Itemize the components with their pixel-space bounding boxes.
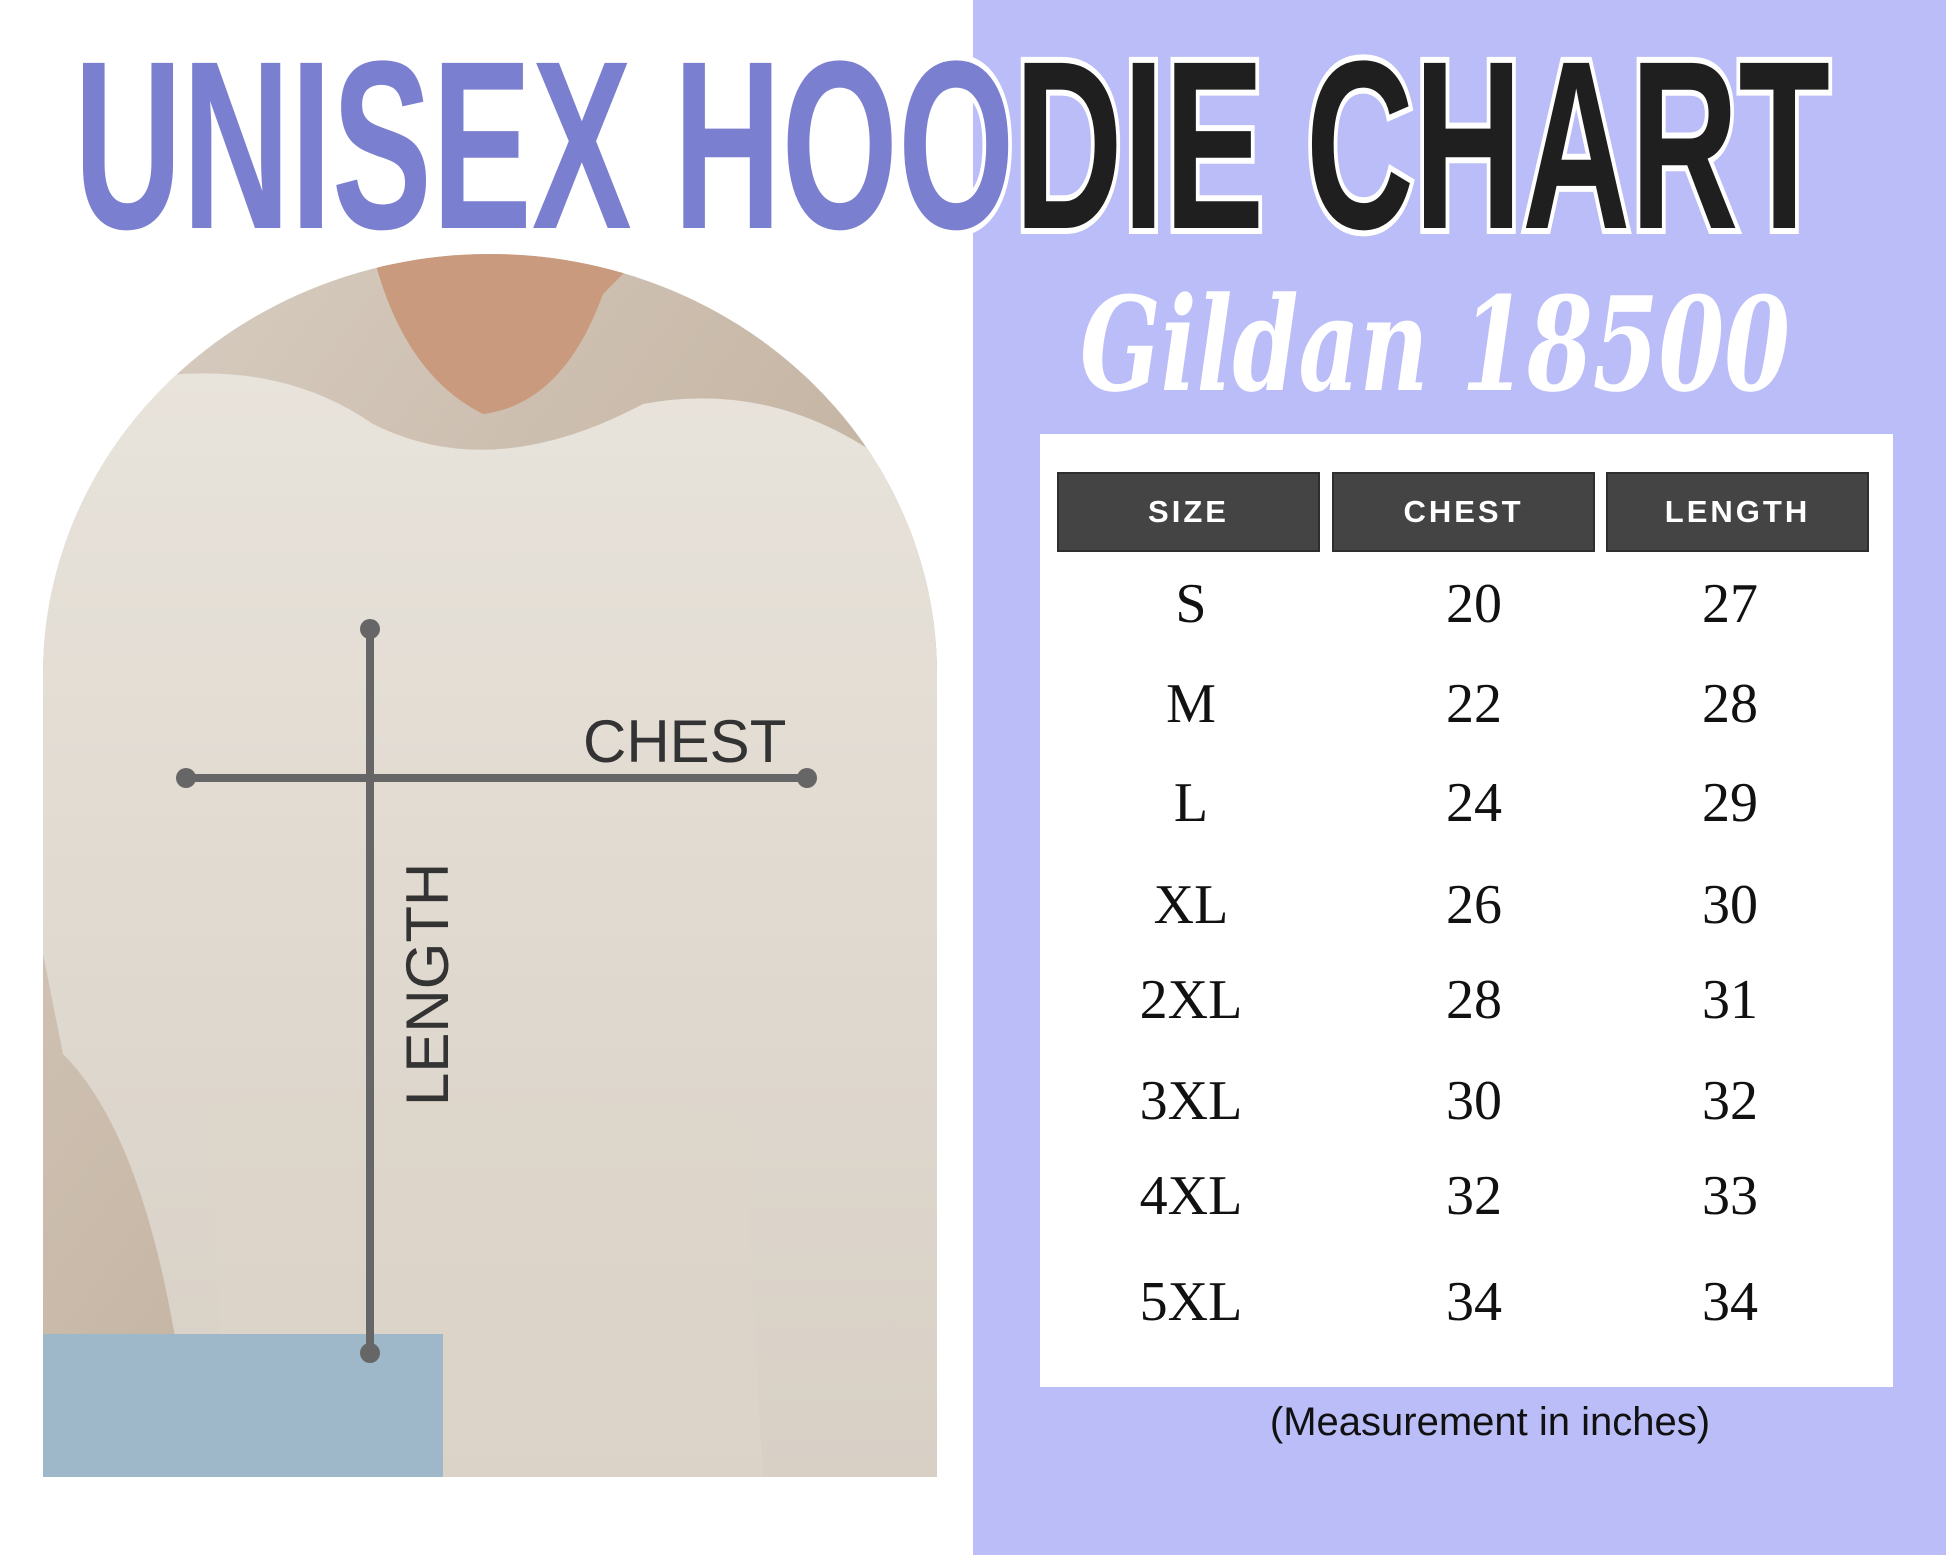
- cell-size: XL: [1153, 874, 1229, 936]
- cell-chest: 32: [1446, 1165, 1502, 1227]
- length-label: LENGTH: [394, 863, 461, 1106]
- measure-endpoint: [176, 768, 196, 788]
- measurement-note: (Measurement in inches): [1269, 1400, 1711, 1444]
- cell-length: 34: [1702, 1271, 1758, 1333]
- cell-size: 3XL: [1139, 1070, 1243, 1132]
- cell-chest: 34: [1446, 1271, 1502, 1333]
- hoodie-photo: CHEST LENGTH: [43, 254, 937, 1477]
- measure-endpoint: [360, 619, 380, 639]
- cell-chest: 30: [1446, 1070, 1502, 1132]
- title-dark-part: DIE CHART: [1014, 11, 1830, 279]
- cell-length: 29: [1702, 772, 1758, 834]
- cell-size: L: [1173, 772, 1209, 834]
- measure-endpoint: [797, 768, 817, 788]
- header-size: SIZE: [1057, 472, 1320, 552]
- cell-size: S: [1175, 573, 1207, 635]
- title-light-part: UNISEX HOO: [74, 11, 1014, 279]
- header-length: LENGTH: [1606, 472, 1869, 552]
- cell-chest: 24: [1446, 772, 1502, 834]
- page-title: UNISEX HOODIE CHART: [74, 11, 1830, 279]
- model-face: [373, 254, 643, 414]
- cell-size: 2XL: [1139, 969, 1243, 1031]
- chest-label: CHEST: [583, 708, 786, 775]
- cell-chest: 20: [1446, 573, 1502, 635]
- cell-length: 32: [1702, 1070, 1758, 1132]
- cell-chest: 26: [1446, 874, 1502, 936]
- cell-length: 27: [1702, 573, 1758, 635]
- cell-length: 33: [1702, 1165, 1758, 1227]
- cell-length: 28: [1702, 673, 1758, 735]
- cell-size: 4XL: [1139, 1165, 1243, 1227]
- subtitle-model: Gildan 18500: [1080, 268, 1790, 420]
- cell-length: 30: [1702, 874, 1758, 936]
- title-banner: UNISEX HOODIE CHART Gildan 18500: [68, 5, 1836, 420]
- cell-chest: 28: [1446, 969, 1502, 1031]
- cell-size: M: [1166, 673, 1216, 735]
- jeans: [43, 1334, 443, 1477]
- size-table: SIZE CHEST LENGTH S 20 27 M 22 28 L 24 29 XL 26 30 2…: [1040, 434, 1893, 1387]
- header-chest: CHEST: [1332, 472, 1595, 552]
- cell-chest: 22: [1446, 673, 1502, 735]
- cell-length: 31: [1702, 969, 1758, 1031]
- cell-size: 5XL: [1139, 1271, 1243, 1333]
- measure-endpoint: [360, 1343, 380, 1363]
